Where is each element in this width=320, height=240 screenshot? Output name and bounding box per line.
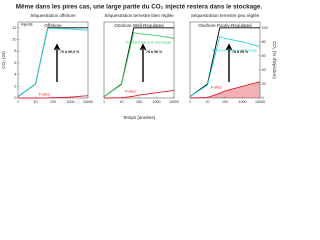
retention-annotation: 78 à 98 % bbox=[146, 50, 163, 54]
arrow bbox=[225, 43, 233, 82]
panel-subtitle: Onshore Poorly-Regulated bbox=[198, 23, 252, 28]
series-line bbox=[103, 27, 174, 97]
series-line bbox=[189, 36, 261, 97]
arrow bbox=[53, 43, 61, 82]
y-tick-label: 10 bbox=[12, 38, 16, 42]
series-label: Restant dans le stockage bbox=[126, 39, 172, 44]
y-tick-label: 2 bbox=[14, 84, 16, 88]
series-label: Fuites bbox=[211, 85, 222, 90]
series-line bbox=[17, 27, 89, 97]
y2-tick-label: 100 bbox=[262, 26, 268, 30]
series-line bbox=[18, 95, 89, 99]
series-label: Restant dans le stockage bbox=[212, 48, 258, 53]
panel-subtitle: Offshore bbox=[44, 23, 62, 28]
panel-title: Séquestration terrestre peu réglée bbox=[191, 13, 260, 18]
y-tick-label: 4 bbox=[14, 73, 16, 77]
x-tick-label: 1000 bbox=[67, 100, 75, 104]
x-tick-label: 1000 bbox=[239, 100, 247, 104]
y-axis-label: CO₂ (Gt) bbox=[1, 51, 6, 69]
plot-frame bbox=[17, 21, 89, 99]
figure-title: Même dans les pires cas, une large parti… bbox=[16, 4, 263, 11]
y2-tick-label: 80 bbox=[262, 40, 266, 44]
x-tick-label: 10000 bbox=[169, 100, 179, 104]
series-label: Injecté bbox=[21, 21, 34, 26]
series-line bbox=[189, 27, 260, 97]
x-tick-label: 10 bbox=[34, 100, 38, 104]
x-tick-label: 10000 bbox=[83, 100, 93, 104]
y2-tick-label: 40 bbox=[262, 68, 266, 72]
x-tick-label: 1000 bbox=[153, 100, 161, 104]
x-tick-label: 100 bbox=[222, 100, 228, 104]
y2-axis-label: CO₂ (% d'injection) bbox=[272, 41, 277, 79]
x-tick-label: 1 bbox=[103, 100, 105, 104]
retention-annotation: 70 à 99,9 % bbox=[60, 50, 80, 54]
panel-subtitle: Onshore Well-Regulated bbox=[114, 23, 164, 28]
arrow bbox=[139, 43, 147, 82]
x-tick-label: 1 bbox=[189, 100, 191, 104]
y-tick-label: 12 bbox=[12, 26, 16, 30]
panel-title: Séquestration offshore bbox=[30, 13, 76, 18]
x-tick-label: 1 bbox=[17, 100, 19, 104]
series-label: Fuites bbox=[125, 89, 136, 94]
y2-tick-label: 60 bbox=[262, 54, 266, 58]
series-line bbox=[103, 31, 175, 97]
x-tick-label: 100 bbox=[50, 100, 56, 104]
series-line bbox=[103, 89, 175, 99]
y2-tick-label: 0 bbox=[262, 96, 264, 100]
x-tick-label: 10 bbox=[120, 100, 124, 104]
y-tick-label: 0 bbox=[14, 96, 16, 100]
x-tick-label: 100 bbox=[136, 100, 142, 104]
y-tick-label: 6 bbox=[14, 61, 16, 65]
figure: Même dans les pires cas, une large parti… bbox=[1, 4, 277, 121]
leak-area bbox=[190, 81, 260, 98]
series-line bbox=[189, 81, 261, 99]
series-label: Fuites bbox=[39, 91, 50, 96]
retention-annotation: 78 à 99 % bbox=[232, 50, 249, 54]
panel-title: Séquestration terrestre bien réglée bbox=[104, 13, 174, 18]
x-tick-label: 10000 bbox=[255, 100, 265, 104]
series-line bbox=[17, 27, 88, 97]
y2-tick-label: 20 bbox=[262, 82, 266, 86]
x-axis-label: Temps (années) bbox=[123, 115, 156, 120]
x-tick-label: 10 bbox=[206, 100, 210, 104]
y-tick-label: 8 bbox=[14, 49, 16, 53]
